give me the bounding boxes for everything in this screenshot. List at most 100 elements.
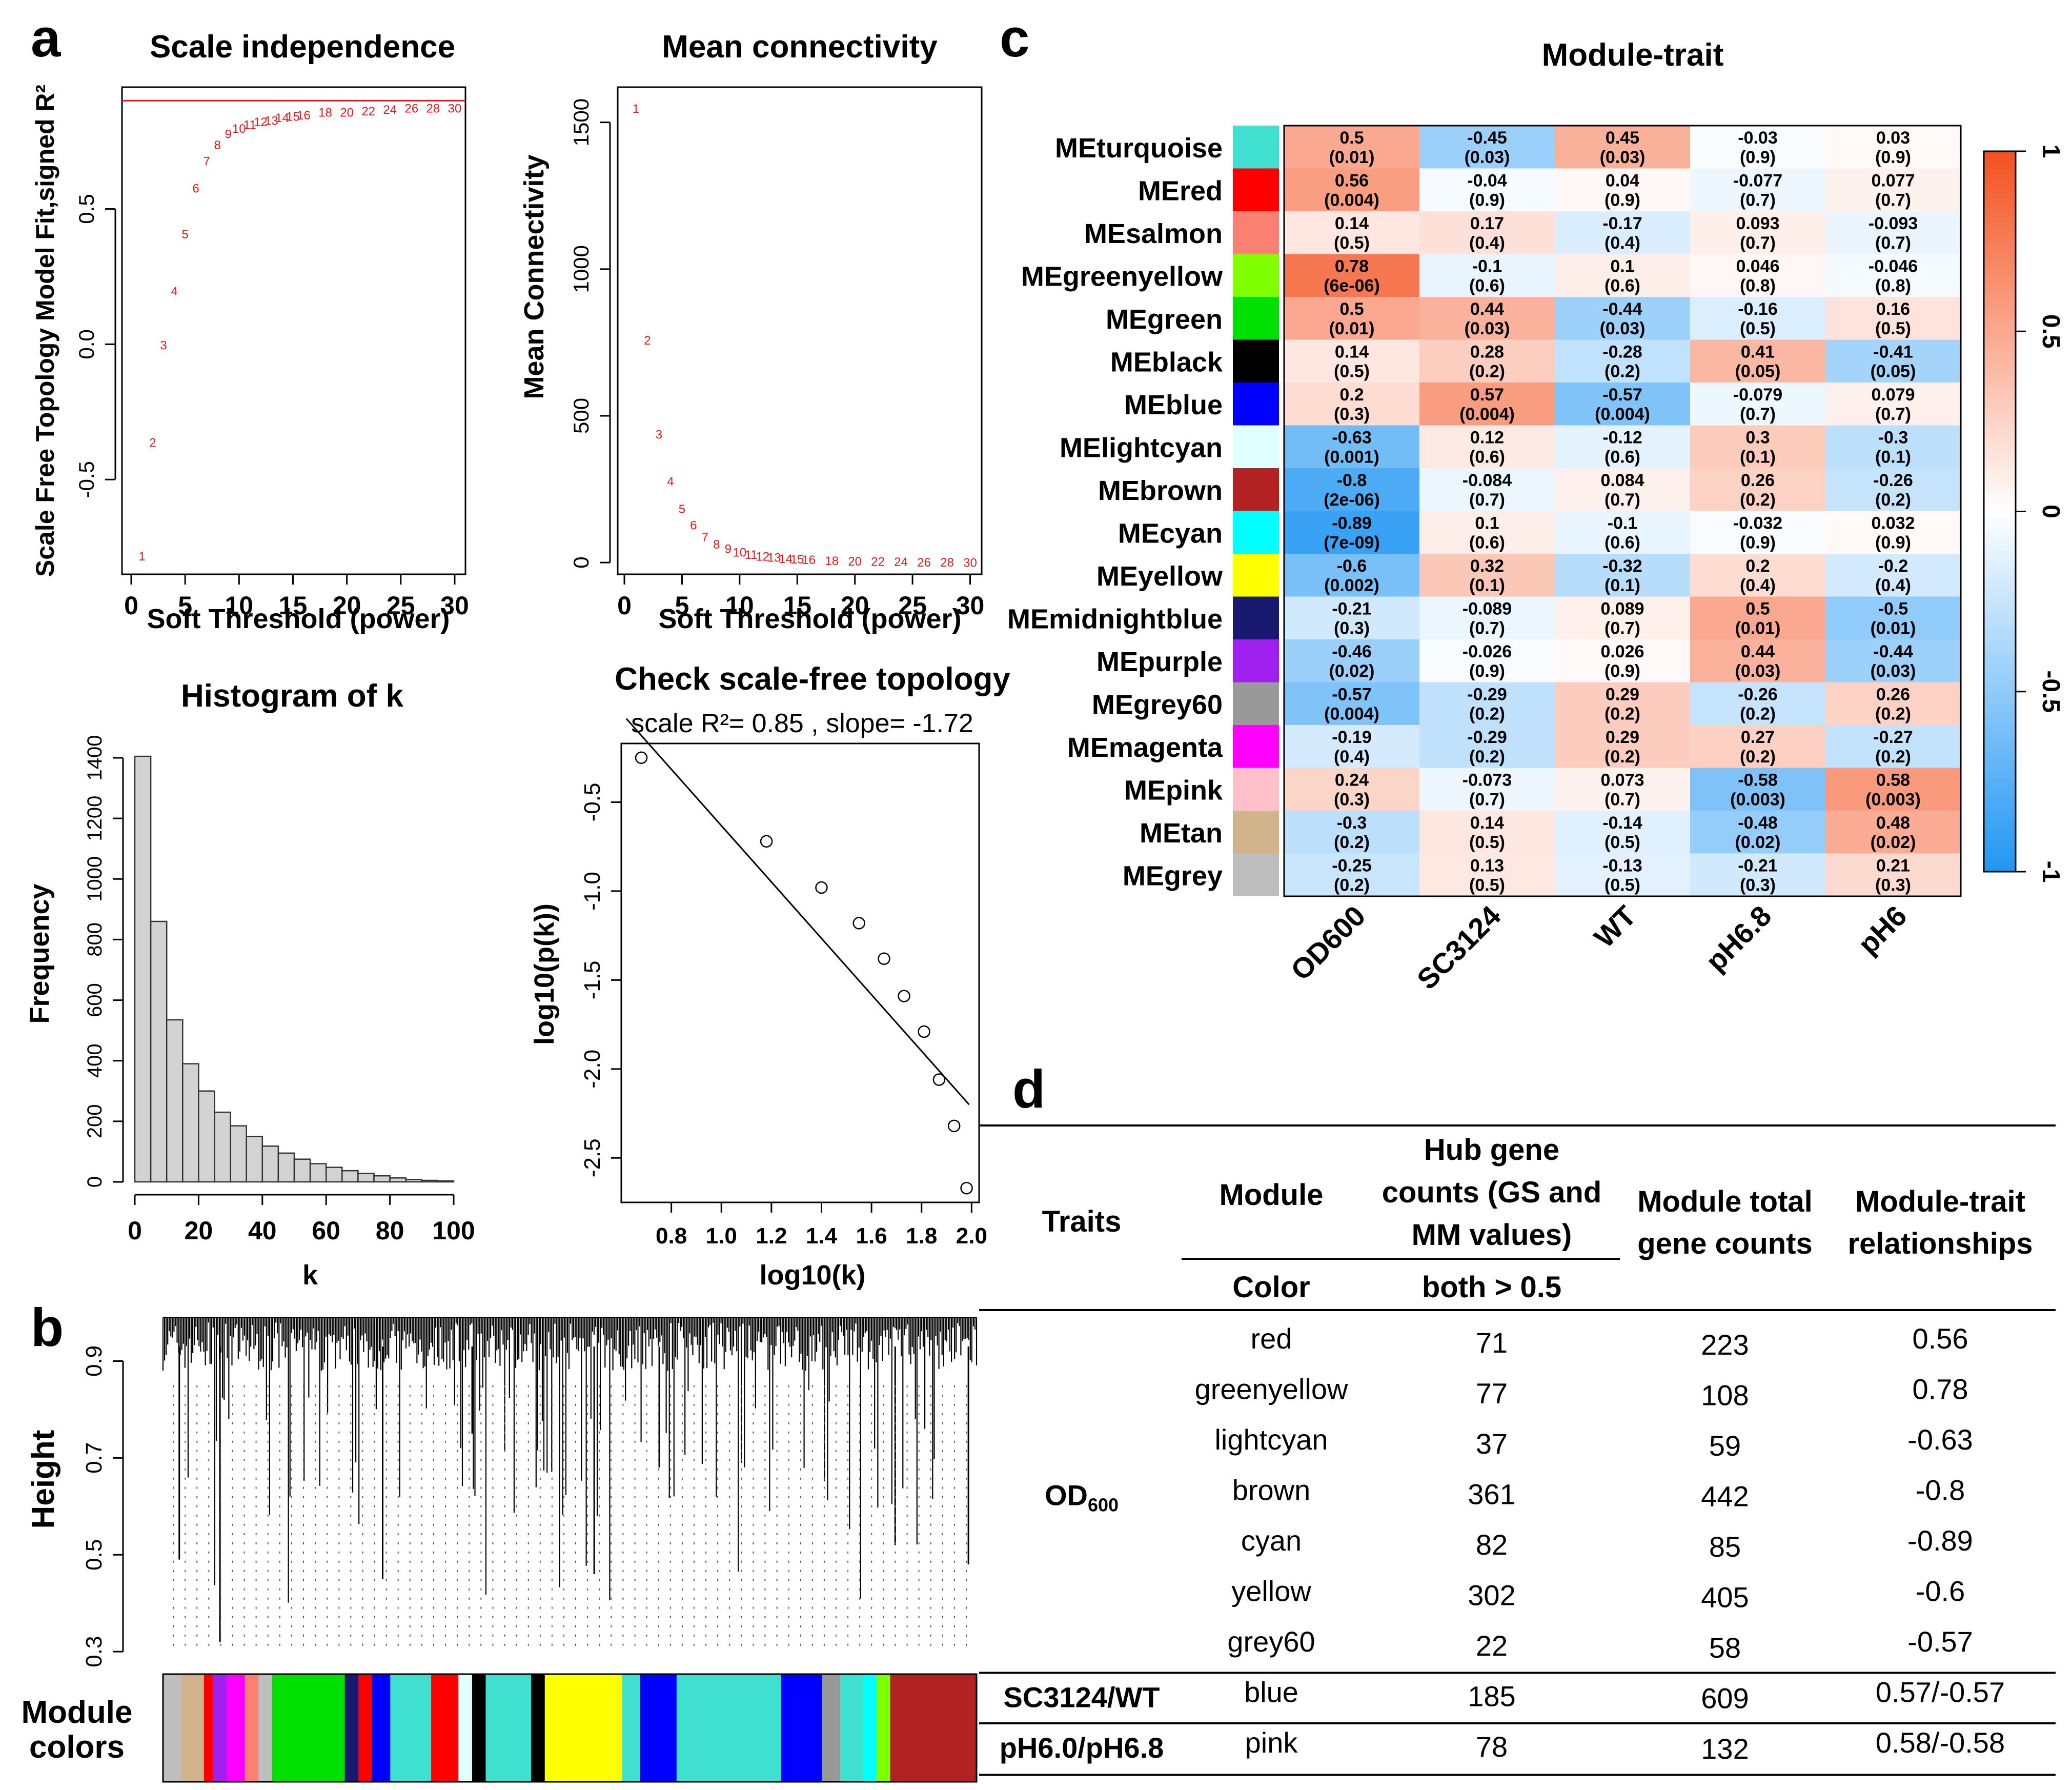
heatmap-cell [1690, 254, 1825, 297]
cell-total-count: 85 [1709, 1531, 1741, 1563]
point-label: 22 [871, 555, 885, 569]
heatmap-cell [1419, 768, 1555, 811]
module-color-swatch [1233, 425, 1279, 468]
point-label: 14 [275, 111, 289, 125]
cell-pvalue: (0.004) [1324, 191, 1379, 210]
heatmap-cell [1419, 254, 1555, 297]
cell-pvalue: (0.4) [1875, 576, 1911, 595]
scale-free-topology-plot: Check scale-free topology scale R²= 0.85… [529, 661, 1010, 1291]
row-label: MEtan [1140, 818, 1223, 849]
heatmap-cell [1555, 254, 1690, 297]
heatmap-cell [1690, 596, 1825, 639]
point-label: 4 [667, 475, 674, 489]
x-tick-label: 1.8 [906, 1223, 937, 1249]
heatmap-cell [1419, 211, 1555, 254]
heatmap-cell [1825, 383, 1961, 426]
cell-relationship: -0.63 [1907, 1423, 1973, 1456]
legend-tick-label: 0 [2037, 505, 2064, 518]
header-hub-line2: counts (GS and [1382, 1176, 1602, 1209]
module-color-segment [372, 1674, 391, 1782]
module-color-segment [840, 1674, 863, 1782]
point-label: 9 [225, 128, 232, 142]
cell-pvalue: (0.5) [1334, 233, 1370, 253]
cell-value: 0.29 [1606, 685, 1639, 705]
point-label: 28 [940, 556, 954, 570]
point-label: 18 [318, 106, 332, 120]
cell-total-count: 609 [1701, 1682, 1749, 1715]
x-tick-label: 30 [956, 591, 985, 620]
y-tick-label: 0.5 [82, 1539, 107, 1571]
cell-value: -0.046 [1868, 257, 1918, 276]
y-tick-label: -0.5 [580, 783, 605, 822]
x-axis-label: log10(k) [759, 1260, 865, 1291]
heatmap-cell [1555, 554, 1690, 597]
point-label: 2 [149, 436, 156, 450]
heatmap-cell [1690, 725, 1825, 768]
module-color-segment [822, 1674, 841, 1782]
cell-value: -0.16 [1738, 299, 1778, 319]
column-label: WT [1588, 899, 1642, 954]
module-color-segment [204, 1674, 214, 1782]
x-tick-label: 2.0 [956, 1223, 987, 1249]
module-color-swatch [1233, 126, 1279, 169]
cell-pvalue: (0.7) [1740, 233, 1776, 253]
row-label: MEgreenyellow [1021, 261, 1223, 292]
cell-value: 0.41 [1741, 343, 1775, 362]
cell-pvalue: (0.2) [1334, 833, 1370, 852]
x-axis-label: Soft Threshold (power) [659, 604, 962, 634]
cell-pvalue: (0.2) [1740, 490, 1776, 510]
cell-value: -0.45 [1467, 128, 1507, 148]
column-label: OD600 [1284, 899, 1371, 987]
point-label: 11 [745, 548, 758, 562]
cell-total-count: 59 [1709, 1430, 1741, 1462]
histogram-bar [246, 1136, 263, 1183]
panel-label-c: c [1000, 8, 1029, 68]
y-tick-label: 0.7 [82, 1442, 107, 1474]
cell-total-count: 58 [1709, 1632, 1741, 1664]
cell-value: -0.073 [1462, 771, 1512, 790]
module-color-segment [863, 1674, 877, 1782]
plot-frame [121, 86, 466, 575]
cell-pvalue: (0.5) [1875, 319, 1911, 338]
cell-value: 0.03 [1876, 128, 1910, 148]
cell-value: -0.21 [1332, 599, 1372, 619]
fit-line [625, 718, 970, 1105]
cell-hub-count: 77 [1476, 1377, 1508, 1410]
cell-value: 0.5 [1339, 299, 1364, 319]
header-rel-line1: Module-trait [1855, 1185, 2025, 1218]
cell-value: -0.089 [1462, 599, 1512, 619]
cell-pvalue: (0.7) [1875, 233, 1911, 253]
cell-relationship: 0.58/-0.58 [1876, 1726, 2005, 1759]
cell-pvalue: (2e-06) [1324, 490, 1380, 510]
cell-pvalue: (0.7) [1469, 790, 1505, 810]
cell-pvalue: (0.03) [1871, 661, 1916, 681]
cell-value: 0.48 [1876, 813, 1910, 833]
module-color-swatch [1233, 211, 1279, 254]
heatmap-cell [1419, 682, 1555, 725]
cell-value: 0.16 [1876, 299, 1910, 319]
chart-subtitle: scale R²= 0.85 , slope= -1.72 [631, 709, 973, 738]
legend-tick-label: 1 [2037, 145, 2064, 158]
row-label: MEpurple [1096, 647, 1223, 677]
heatmap-cell [1419, 853, 1555, 896]
heatmap-cell [1284, 383, 1419, 426]
cell-value: -0.1 [1608, 514, 1638, 533]
heatmap-cell [1419, 297, 1555, 340]
data-point [760, 835, 773, 848]
module-color-segment [472, 1674, 486, 1782]
cell-total-count: 132 [1701, 1733, 1749, 1765]
cell-value: 0.04 [1606, 171, 1639, 191]
cell-pvalue: (0.004) [1324, 705, 1379, 724]
heatmap-cell [1555, 425, 1690, 468]
point-label: 10 [232, 122, 246, 136]
point-label: 30 [963, 556, 977, 570]
x-tick-label: 10 [225, 591, 254, 620]
x-tick-label: 0 [617, 591, 632, 620]
cell-pvalue: (0.7) [1469, 619, 1505, 638]
dendrogram-plot: Height 0.3 0.5 0.7 0.9 Module colors [22, 1317, 978, 1783]
cell-pvalue: (0.002) [1324, 576, 1379, 595]
x-tick-label: 30 [440, 591, 469, 620]
y-tick-label: 0 [84, 1176, 106, 1188]
module-color-segment [258, 1674, 273, 1782]
module-color-swatch [1233, 811, 1279, 854]
